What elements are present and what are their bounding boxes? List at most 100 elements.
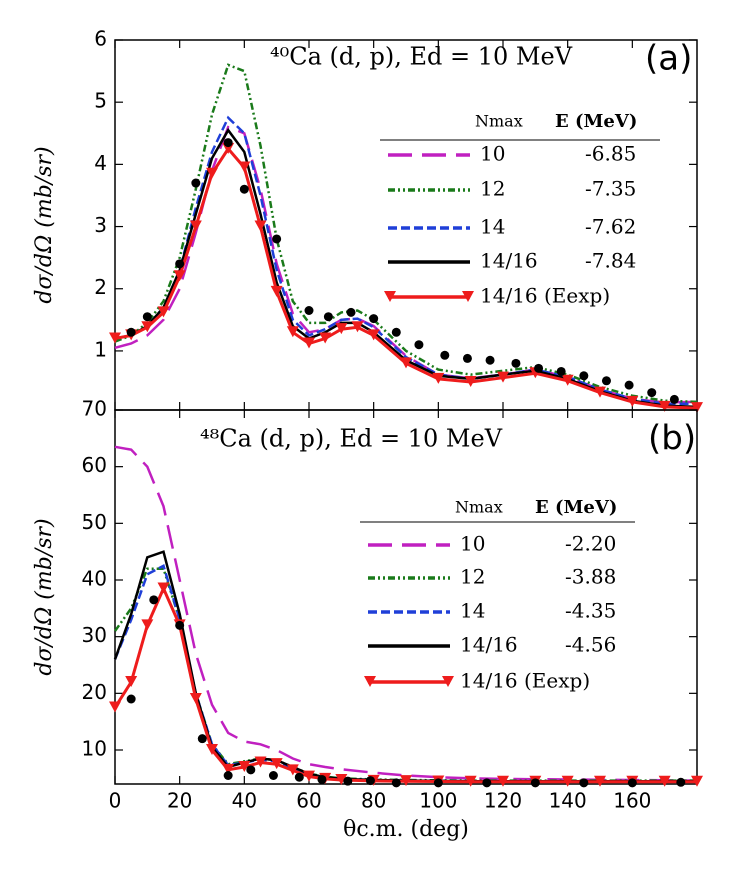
experiment-point — [175, 259, 185, 269]
experiment-point — [126, 694, 136, 704]
legend-label: 10 — [480, 142, 505, 166]
legend-energy: -7.62 — [585, 215, 636, 239]
experiment-point — [676, 777, 686, 787]
series-line — [114, 445, 698, 782]
y-tick-label: 3 — [94, 213, 107, 237]
triangle-marker — [335, 774, 348, 786]
triangle-marker — [462, 291, 474, 302]
panel-label: (b) — [648, 419, 696, 459]
experiment-point — [317, 774, 327, 784]
triangle-marker — [157, 582, 170, 594]
experiment-point — [440, 350, 450, 360]
x-tick-label: 120 — [484, 789, 522, 813]
triangle-marker — [141, 321, 154, 333]
experiment-point — [414, 340, 424, 350]
y-tick-label: 30 — [82, 623, 107, 647]
experiment-point — [246, 765, 256, 775]
experiment-point — [346, 307, 356, 317]
experiment-point — [343, 776, 353, 786]
y-tick-label: 10 — [82, 737, 107, 761]
legend-label: 12 — [480, 177, 505, 201]
triangle-marker — [206, 744, 218, 755]
y-axis-label: dσ/dΩ (mb/sr) — [32, 518, 57, 675]
panel-title: ⁴⁰Ca (d, p), Ed = 10 MeV — [270, 43, 573, 71]
triangle-marker — [157, 306, 170, 318]
experiment-point — [391, 327, 401, 337]
experiment-point — [191, 178, 201, 188]
experiment-point — [462, 353, 472, 363]
experiment-point — [239, 184, 249, 194]
experiment-point — [534, 363, 544, 373]
legend-header: Nmax — [475, 112, 523, 131]
experiment-point — [323, 312, 333, 322]
legend-header: Nmax — [455, 498, 503, 517]
experiment-point — [304, 306, 314, 316]
experiment-point — [126, 327, 136, 337]
legend-header: E (MeV) — [555, 111, 637, 132]
triangle-marker — [222, 763, 235, 775]
triangle-marker — [464, 376, 477, 388]
triangle-marker — [303, 770, 315, 782]
experiment-point — [647, 388, 657, 398]
triangle-marker — [400, 775, 412, 787]
experiment-point — [624, 380, 634, 390]
y-tick-label: 5 — [94, 89, 107, 113]
triangle-marker — [109, 332, 121, 344]
legend-label: 12 — [460, 565, 485, 589]
triangle-marker — [286, 326, 299, 338]
series-line — [114, 127, 698, 409]
triangle-marker — [364, 676, 376, 687]
experiment-point — [294, 772, 304, 782]
experiment-point — [485, 355, 495, 365]
experiment-point — [433, 778, 443, 788]
legend-energy: -6.85 — [585, 142, 636, 166]
triangle-marker — [303, 337, 315, 349]
experiment-point — [579, 371, 589, 381]
triangle-marker — [658, 400, 671, 412]
experiment-point — [268, 771, 278, 780]
y-tick-label: 2 — [94, 275, 107, 299]
y-tick-label: 70 — [82, 397, 107, 421]
experiment-point — [175, 620, 185, 630]
x-tick-label: 20 — [167, 789, 192, 813]
triangle-marker — [319, 332, 332, 344]
x-tick-label: 0 — [109, 789, 122, 813]
triangle-marker — [238, 161, 251, 173]
y-tick-label: 6 — [94, 27, 107, 51]
triangle-marker — [206, 167, 218, 179]
triangle-marker — [335, 323, 348, 335]
panel-title: ⁴⁸Ca (d, p), Ed = 10 MeV — [200, 425, 503, 453]
y-axis-label: dσ/dΩ (mb/sr) — [32, 146, 57, 303]
panel-label: (a) — [645, 39, 692, 79]
triangle-marker — [254, 220, 267, 232]
triangle-marker — [367, 329, 380, 341]
triangle-marker — [254, 756, 267, 768]
experiment-point — [223, 138, 233, 148]
experiment-point — [601, 376, 611, 386]
triangle-marker — [561, 374, 574, 386]
legend-energy: -2.20 — [565, 532, 616, 556]
x-tick-label: 140 — [549, 789, 587, 813]
triangle-marker — [125, 676, 138, 687]
experiment-point — [223, 771, 233, 780]
triangle-marker — [691, 402, 703, 414]
y-tick-label: 60 — [82, 453, 107, 477]
triangle-marker — [432, 372, 445, 384]
plot-frame — [114, 409, 698, 785]
legend-energy: -4.56 — [565, 633, 616, 657]
experiment-point — [579, 778, 589, 788]
x-tick-label: 160 — [613, 789, 651, 813]
triangle-marker — [238, 761, 251, 772]
y-tick-label: 50 — [82, 510, 107, 534]
triangle-marker — [173, 270, 186, 282]
triangle-marker — [286, 764, 299, 776]
x-tick-label: 60 — [296, 789, 321, 813]
experiment-point — [142, 312, 152, 322]
x-axis-label: θc.m. (deg) — [343, 817, 469, 842]
legend-label: 14/16 (Eexp) — [460, 669, 590, 693]
y-tick-label: 20 — [82, 680, 107, 704]
triangle-marker — [594, 775, 606, 787]
triangle-marker — [189, 220, 202, 232]
experiment-point — [149, 595, 159, 605]
